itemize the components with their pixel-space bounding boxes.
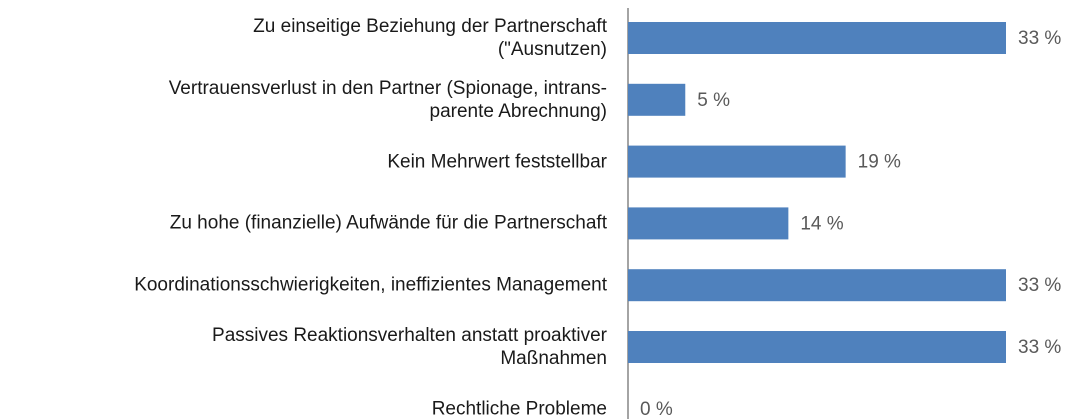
category-label: Rechtliche Probleme [431,398,607,420]
value-label: 33 % [1018,275,1061,296]
bar [628,145,846,178]
bar [628,207,789,240]
bar [628,331,1006,363]
value-label: 14 % [800,213,843,234]
category-label: Vertrauensverlust in den Partner (Spiona… [168,77,607,122]
value-label: 5 % [697,90,730,111]
category-label: Zu einseitige Beziehung der Partnerschaf… [253,16,607,60]
bar [628,269,1006,302]
category-label: Koordinationsschwierigkeiten, ineffizien… [134,274,607,296]
category-label: Kein Mehrwert feststellbar [387,151,607,173]
value-label: 33 % [1018,337,1061,358]
bar [628,83,686,116]
value-label: 19 % [858,152,901,173]
value-label: 0 % [640,399,673,419]
value-label: 33 % [1018,28,1061,49]
bar [628,22,1006,54]
category-label: Zu hohe (finanzielle) Aufwände für die P… [169,212,607,234]
category-label: Passives Reaktionsverhalten anstatt proa… [212,325,607,369]
